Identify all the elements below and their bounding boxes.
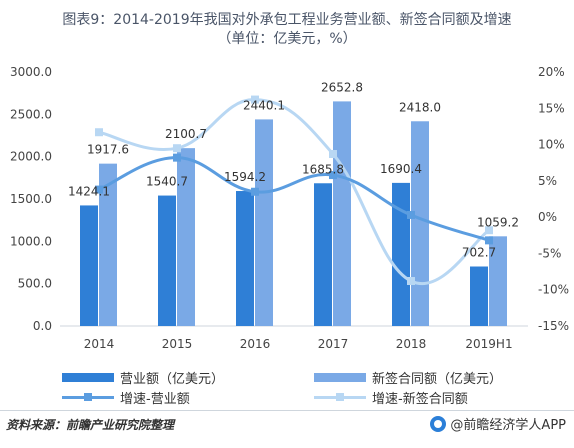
marker-revenue-growth <box>485 236 493 245</box>
chart-subtitle: （单位：亿美元，%） <box>217 31 357 47</box>
legend-swatch-revenue-growth <box>62 392 114 401</box>
legend-label-revenue: 营业额（亿美元） <box>120 371 225 387</box>
chart-canvas: 0.0 500.0 1000.0 1500.0 2000.0 2500.0 3000.0 -… <box>10 65 569 351</box>
data-label-contracts: 1917.6 <box>87 143 129 157</box>
right-axis-tick-label: -15% <box>538 319 569 333</box>
data-label-revenue: 1685.8 <box>302 162 344 176</box>
left-axis-tick-label: 3000.0 <box>10 65 52 79</box>
bar-contracts <box>255 119 273 326</box>
brand-credit: @前瞻经济学人APP <box>430 414 566 433</box>
right-axis: -15% -10% -5% 0% 5% 10% 15% 20% <box>538 65 569 333</box>
data-label-revenue: 1594.2 <box>224 170 266 184</box>
legend-label-revenue-growth: 增速-营业额 <box>120 391 190 407</box>
bar-revenue <box>80 205 98 326</box>
bars-layer <box>80 101 507 326</box>
marker-revenue-growth <box>95 185 103 194</box>
marker-revenue-growth <box>407 210 415 219</box>
line-revenue-growth <box>98 156 490 242</box>
footer-divider <box>0 410 574 411</box>
right-axis-tick-label: 0% <box>538 210 557 224</box>
bar-contracts <box>489 236 507 326</box>
left-axis-tick-label: 2000.0 <box>10 150 52 164</box>
marker-contracts-growth <box>95 128 103 137</box>
x-axis-tick-label: 2015 <box>162 337 193 351</box>
marker-revenue-growth <box>173 153 181 162</box>
right-axis-tick-label: 5% <box>538 174 557 188</box>
data-labels-layer: 1424.1 1917.6 1540.7 2100.7 1594.2 2440.1 1685… <box>68 80 519 259</box>
right-axis-tick-label: 15% <box>538 101 565 115</box>
legend-item-revenue-growth[interactable]: 增速-营业额 <box>62 388 190 407</box>
right-axis-tick-label: 10% <box>538 138 565 152</box>
left-axis-tick-label: 0.0 <box>33 319 52 333</box>
right-axis-tick-label: -5% <box>538 246 561 260</box>
data-label-revenue: 702.7 <box>462 246 496 260</box>
bar-contracts <box>411 121 429 326</box>
legend-item-revenue[interactable]: 营业额（亿美元） <box>62 368 225 387</box>
data-label-contracts: 2440.1 <box>243 98 285 112</box>
legend-item-contracts-growth[interactable]: 增速-新签合同额 <box>314 388 468 407</box>
bar-revenue <box>236 191 254 326</box>
bar-contracts <box>99 163 117 326</box>
bar-revenue <box>392 182 410 326</box>
legend-swatch-contracts <box>314 372 366 382</box>
chart-title: 图表9：2014-2019年我国对外承包工程业务营业额、新签合同额及增速 <box>62 12 512 28</box>
marker-contracts-growth <box>173 144 181 153</box>
x-axis-tick-label: 2017 <box>318 337 349 351</box>
lines-layer <box>95 95 493 286</box>
left-axis: 0.0 500.0 1000.0 1500.0 2000.0 2500.0 3000.0 <box>10 65 52 333</box>
chart-legend: 营业额（亿美元） 新签合同额（亿美元） 增速-营业额 增速-新签合同额 <box>0 366 574 407</box>
brand-logo-icon <box>430 415 447 432</box>
x-axis-tick-label: 2018 <box>396 337 427 351</box>
left-axis-tick-label: 500.0 <box>18 277 52 291</box>
legend-swatch-revenue <box>62 372 114 382</box>
data-label-contracts: 2418.0 <box>399 100 441 114</box>
marker-revenue-growth <box>251 187 259 196</box>
data-label-contracts: 2100.7 <box>165 127 207 141</box>
bar-revenue <box>470 266 488 326</box>
legend-item-contracts[interactable]: 新签合同额（亿美元） <box>314 368 503 387</box>
bar-revenue <box>314 183 332 326</box>
line-contracts-growth <box>98 98 490 285</box>
marker-revenue-growth <box>329 171 337 180</box>
data-label-contracts: 1059.2 <box>477 215 519 229</box>
x-axis: 2014 2015 2016 2017 2018 2019H1 <box>84 337 513 351</box>
data-label-revenue: 1690.4 <box>380 162 422 176</box>
x-axis-tick-label: 2019H1 <box>465 337 512 351</box>
x-axis-tick-label: 2014 <box>84 337 115 351</box>
bar-contracts <box>177 148 195 326</box>
data-label-contracts: 2652.8 <box>321 80 363 94</box>
marker-contracts-growth <box>251 95 259 104</box>
left-axis-tick-label: 1000.0 <box>10 234 52 248</box>
source-note: 资料来源：前瞻产业研究院整理 <box>6 418 175 432</box>
marker-contracts-growth <box>329 150 337 159</box>
x-axis-tick-label: 2016 <box>240 337 271 351</box>
legend-swatch-contracts-growth <box>314 392 366 401</box>
bar-revenue <box>158 195 176 326</box>
right-axis-tick-label: 20% <box>538 65 565 79</box>
right-axis-tick-label: -10% <box>538 283 569 297</box>
legend-label-contracts-growth: 增速-新签合同额 <box>372 391 468 407</box>
left-axis-tick-label: 2500.0 <box>10 107 52 121</box>
brand-text: @前瞻经济学人APP <box>450 418 566 433</box>
data-label-revenue: 1540.7 <box>146 175 188 189</box>
marker-contracts-growth <box>485 226 493 235</box>
legend-label-contracts: 新签合同额（亿美元） <box>372 371 503 387</box>
left-axis-tick-label: 1500.0 <box>10 192 52 206</box>
data-label-revenue: 1424.1 <box>68 184 110 198</box>
marker-contracts-growth <box>407 277 415 286</box>
bar-contracts <box>333 101 351 326</box>
